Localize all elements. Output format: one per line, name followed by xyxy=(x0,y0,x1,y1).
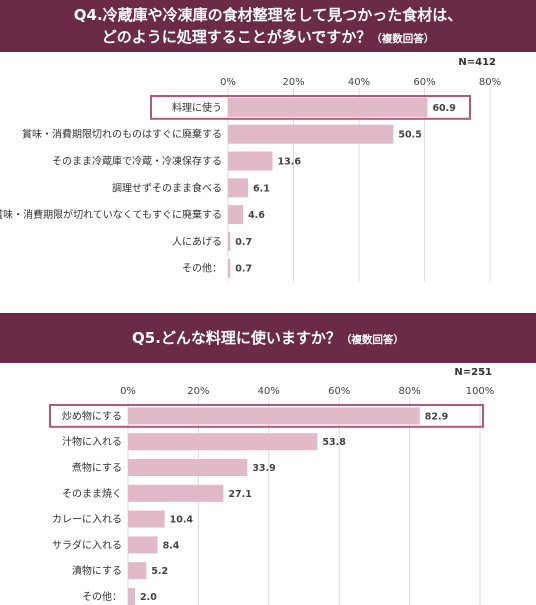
q5-value-label: 33.9 xyxy=(252,463,275,474)
q5-bar xyxy=(128,484,224,502)
q4-highlight-box xyxy=(150,95,471,120)
q5-category-label: カレーに入れる xyxy=(52,514,122,526)
q4-bar xyxy=(228,178,248,198)
q4-tick-label: 60% xyxy=(413,77,435,88)
q5-value-label: 5.2 xyxy=(151,566,168,577)
q5-value-label: 27.1 xyxy=(228,489,251,500)
q4-value-label: 50.5 xyxy=(398,130,421,141)
q4-bar xyxy=(228,258,231,278)
q5-tick-label: 20% xyxy=(187,386,209,397)
q4-title-band: Q4.冷蔵庫や冷凍庫の食材整理をして見つかった食材は、 どのように処理することが… xyxy=(0,0,536,52)
q5-chart: 0% 20% 40% 60% 80% 100% N=251 炒め物にする 82.9 汁物に入れる 5… xyxy=(49,367,495,605)
q4-category-label: 調理せずそのまま食べる xyxy=(112,181,222,194)
q5-title-band: Q5.どんな料理に使いますか？（複数回答） xyxy=(0,313,536,363)
q5-tick-label: 40% xyxy=(258,386,280,397)
q5-title-line: Q5.どんな料理に使いますか？（複数回答） xyxy=(0,313,536,365)
q4-category-label: 賞味・消費期限が切れていなくてもすぐに廃棄する xyxy=(0,208,222,221)
q4-title-line2-text: どのように処理することが多いですか？ xyxy=(101,28,372,46)
q5-tick-label: 0% xyxy=(120,386,136,397)
q4-bar xyxy=(228,231,231,251)
q5-tick-label: 60% xyxy=(328,386,350,397)
q5-bar xyxy=(128,562,147,580)
q4-bar xyxy=(228,205,244,225)
q5-title: Q5.どんな料理に使いますか？ xyxy=(132,329,341,347)
q4-category-label: その他： xyxy=(182,262,222,275)
q5-bar xyxy=(128,588,136,605)
q5-category-label: 炒め物にする xyxy=(62,409,122,422)
q5-bar xyxy=(128,407,420,425)
q4-title: Q4.冷蔵庫や冷凍庫の食材整理をして見つかった食材は、 xyxy=(73,6,463,24)
q4-n-label: N=412 xyxy=(458,57,496,68)
q5-tick-label: 80% xyxy=(398,386,420,397)
q5-category-label: その他： xyxy=(82,590,122,603)
q4-tick-label: 80% xyxy=(479,77,501,88)
q4-value-label: 60.9 xyxy=(432,103,455,114)
q5-highlight-box xyxy=(49,404,484,428)
q5-tick-label: 100% xyxy=(466,386,495,397)
q5-value-label: 8.4 xyxy=(163,540,180,551)
q5-category-label: 汁物に入れる xyxy=(62,435,122,448)
q4-value-label: 6.1 xyxy=(253,183,270,194)
q5-value-label: 82.9 xyxy=(425,411,448,422)
q5-category-label: サラダに入れる xyxy=(52,538,122,551)
q5-category-label: そのまま焼く xyxy=(62,488,122,500)
q4-bar xyxy=(228,97,428,117)
q5-category-label: 煮物にする xyxy=(72,461,122,474)
q4-value-label: 0.7 xyxy=(235,264,252,275)
q5-bar xyxy=(128,536,158,554)
q4-title-note: （複数回答） xyxy=(371,33,435,45)
q5-value-label: 10.4 xyxy=(170,515,194,526)
q5-bar xyxy=(128,510,165,528)
q5-n-label: N=251 xyxy=(454,367,492,378)
q4-category-label: 人にあげる xyxy=(172,236,222,248)
q5-value-label: 53.8 xyxy=(322,437,346,448)
q5-bar xyxy=(128,459,248,476)
q4-value-label: 4.6 xyxy=(248,210,265,221)
q4-category-label: そのまま冷蔵庫で冷蔵・冷凍保存する xyxy=(52,155,222,168)
q5-title-note: （複数回答） xyxy=(340,334,404,346)
q5-value-label: 2.0 xyxy=(140,592,157,603)
q4-value-label: 0.7 xyxy=(235,237,252,248)
q4-tick-label: 0% xyxy=(220,77,236,88)
q4-bar xyxy=(228,124,394,144)
q4-category-label: 料理に使う xyxy=(172,101,222,114)
q4-title-line2: どのように処理することが多いですか？（複数回答） xyxy=(0,26,536,50)
q5-bar xyxy=(128,433,318,451)
q5-category-label: 漬物にする xyxy=(72,564,122,577)
q4-category-label: 賞味・消費期限切れのものはすぐに廃棄する xyxy=(22,128,222,141)
q4-value-label: 13.6 xyxy=(278,157,302,168)
q4-bar xyxy=(228,151,273,171)
q4-tick-label: 20% xyxy=(282,77,304,88)
q4-tick-label: 40% xyxy=(348,77,370,88)
q4-chart: 0% 20% 40% 60% 80% N=412 料理に使う 60.9 賞味・消費期限切れのもの… xyxy=(0,57,501,282)
